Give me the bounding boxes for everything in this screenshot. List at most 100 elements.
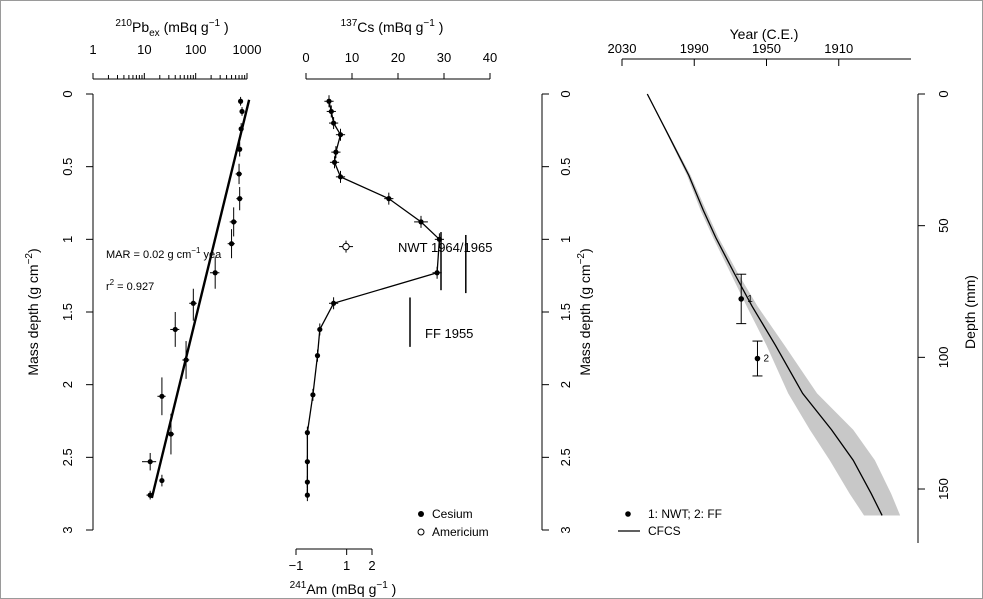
am-axis-label: 241Am (mBq g−1 ) (290, 580, 397, 597)
cesium-data-point (331, 159, 338, 165)
age-points-legend-label: 1: NWT; 2: FF (648, 507, 722, 521)
pb-data-point (228, 241, 235, 247)
cesium-data-point (333, 149, 339, 155)
cesium-line-path (306, 101, 441, 496)
cs-x-tick-label: 20 (391, 50, 405, 65)
cs-x-tick-label: 10 (345, 50, 359, 65)
age-point-label: 1 (747, 294, 753, 305)
cesium-data-point (317, 326, 323, 333)
pb-x-tick-label: 1000 (233, 42, 262, 57)
cesium-data-point (314, 353, 321, 359)
cesium-data-point (418, 219, 424, 225)
cesium-data-point (386, 196, 392, 202)
pb-y-tick-label: 2 (60, 381, 75, 388)
cesium-data-point (331, 120, 337, 126)
cs-legend: Cesium Americium (417, 507, 489, 539)
americium-error-bars (409, 232, 467, 347)
pb-data-point (239, 108, 245, 115)
age-right-y-tick-label: 100 (936, 346, 951, 368)
pb-data-point (237, 196, 243, 202)
cesium-data-point (337, 132, 344, 138)
pb-data-point (183, 357, 189, 363)
pb-y-tick-label: 1.5 (60, 303, 75, 321)
age-left-y-tick-label: 2.5 (558, 448, 573, 466)
pb-y-ticks: 0 0.5 1 1.5 2 2.5 3 (60, 90, 93, 534)
age-left-y-tick-label: 0 (558, 90, 573, 97)
age-right-y-tick-label: 150 (936, 478, 951, 500)
pb-data-point (190, 300, 196, 306)
pb-regression-line (150, 99, 251, 499)
age-left-y-ticks: 0 0.5 1 1.5 2 2.5 3 (542, 90, 573, 534)
americium-points (339, 240, 354, 253)
cs-x-tick-label: 30 (437, 50, 451, 65)
cesium-data-point (304, 479, 310, 485)
age-points-legend-marker (625, 511, 631, 517)
age-right-y-tick-label: 0 (936, 90, 951, 97)
cesium-data-point (337, 174, 344, 180)
cs-title: 137Cs (mBq g−1 ) (341, 18, 444, 35)
age-left-y-tick-label: 2 (558, 381, 573, 388)
pb-panel: 210Pbex (mBq g−1 ) 1 10 100 1000 0 0.5 1 1.5 2 2… (24, 18, 261, 534)
pb-points (141, 96, 245, 500)
pb-data-point (159, 393, 165, 399)
pb-data-point (147, 492, 153, 498)
pb-y-axis-label: Mass depth (g cm−2) (24, 248, 41, 375)
cfcs-legend-label: CFCS (648, 524, 681, 538)
age-x-tick-label: 1910 (824, 41, 853, 56)
cs-x-tick-label: 0 (302, 50, 309, 65)
age-data-point (738, 296, 745, 302)
pb-y-tick-label: 0 (60, 90, 75, 97)
age-legend: 1: NWT; 2: FF CFCS (618, 507, 722, 538)
cesium-data-point (434, 270, 440, 276)
age-left-y-tick-label: 1.5 (558, 303, 573, 321)
am-x-tick-label: 2 (368, 558, 375, 573)
americium-legend-marker (417, 528, 425, 536)
cfcs-uncertainty-band (647, 94, 901, 516)
pb-minor-ticks (107, 75, 246, 79)
age-top-axis-title: Year (C.E.) (730, 26, 799, 42)
cesium-data-point (326, 98, 332, 104)
pb-x-ticks: 1 10 100 1000 (89, 42, 261, 79)
pb-data-point (237, 98, 244, 104)
pb-data-point (236, 171, 242, 177)
cesium-points (304, 95, 444, 502)
pb-y-tick-label: 3 (60, 526, 75, 533)
pb-r2-annotation: r2 = 0.927 (106, 278, 154, 293)
nwt-annotation: NWT 1964/1965 (398, 240, 492, 255)
pb-x-tick-label: 100 (185, 42, 207, 57)
cesium-data-point (310, 392, 316, 398)
age-panel: Year (C.E.) 2030 1990 1950 1910 0 0.5 1 1.5 2 2.… (541, 26, 978, 543)
cs-x-tick-label: 40 (483, 50, 497, 65)
age-x-ticks: 2030 1990 1950 1910 (608, 41, 853, 66)
pb-data-point (172, 326, 178, 333)
americium-data-point (342, 242, 350, 251)
cesium-data-point (304, 492, 310, 498)
pb-title: 210Pbex (mBq g−1 ) (115, 18, 228, 39)
age-x-tick-label: 2030 (608, 41, 637, 56)
age-left-y-axis-label: Mass depth (g cm−2) (576, 248, 593, 375)
pb-y-tick-label: 2.5 (60, 448, 75, 466)
age-x-tick-label: 1990 (680, 41, 709, 56)
am-x-tick-label: −1 (289, 558, 304, 573)
age-data-point (754, 355, 761, 362)
cesium-data-point (331, 300, 337, 306)
cesium-line (306, 101, 441, 496)
pb-data-point (238, 126, 244, 132)
pb-data-point (212, 270, 218, 276)
pb-y-tick-label: 1 (60, 236, 75, 243)
cesium-legend-marker (418, 511, 424, 517)
cesium-legend-label: Cesium (432, 507, 473, 521)
age-right-y-tick-label: 50 (936, 218, 951, 232)
cesium-data-point (436, 236, 442, 242)
age-left-y-tick-label: 1 (558, 236, 573, 243)
pb-data-point (231, 219, 237, 225)
americium-legend-label: Americium (432, 525, 489, 539)
am-x-ticks: −1 1 2 (289, 549, 376, 573)
cs-x-ticks: 0 10 20 30 40 (302, 50, 497, 79)
pb-fit-line (150, 99, 251, 499)
age-point-label: 2 (763, 354, 769, 365)
am-x-tick-label: 1 (343, 558, 350, 573)
age-x-tick-label: 1950 (752, 41, 781, 56)
pb-mar-annotation: MAR = 0.02 g cm−1 yea (106, 246, 222, 261)
ff-annotation: FF 1955 (425, 326, 473, 341)
